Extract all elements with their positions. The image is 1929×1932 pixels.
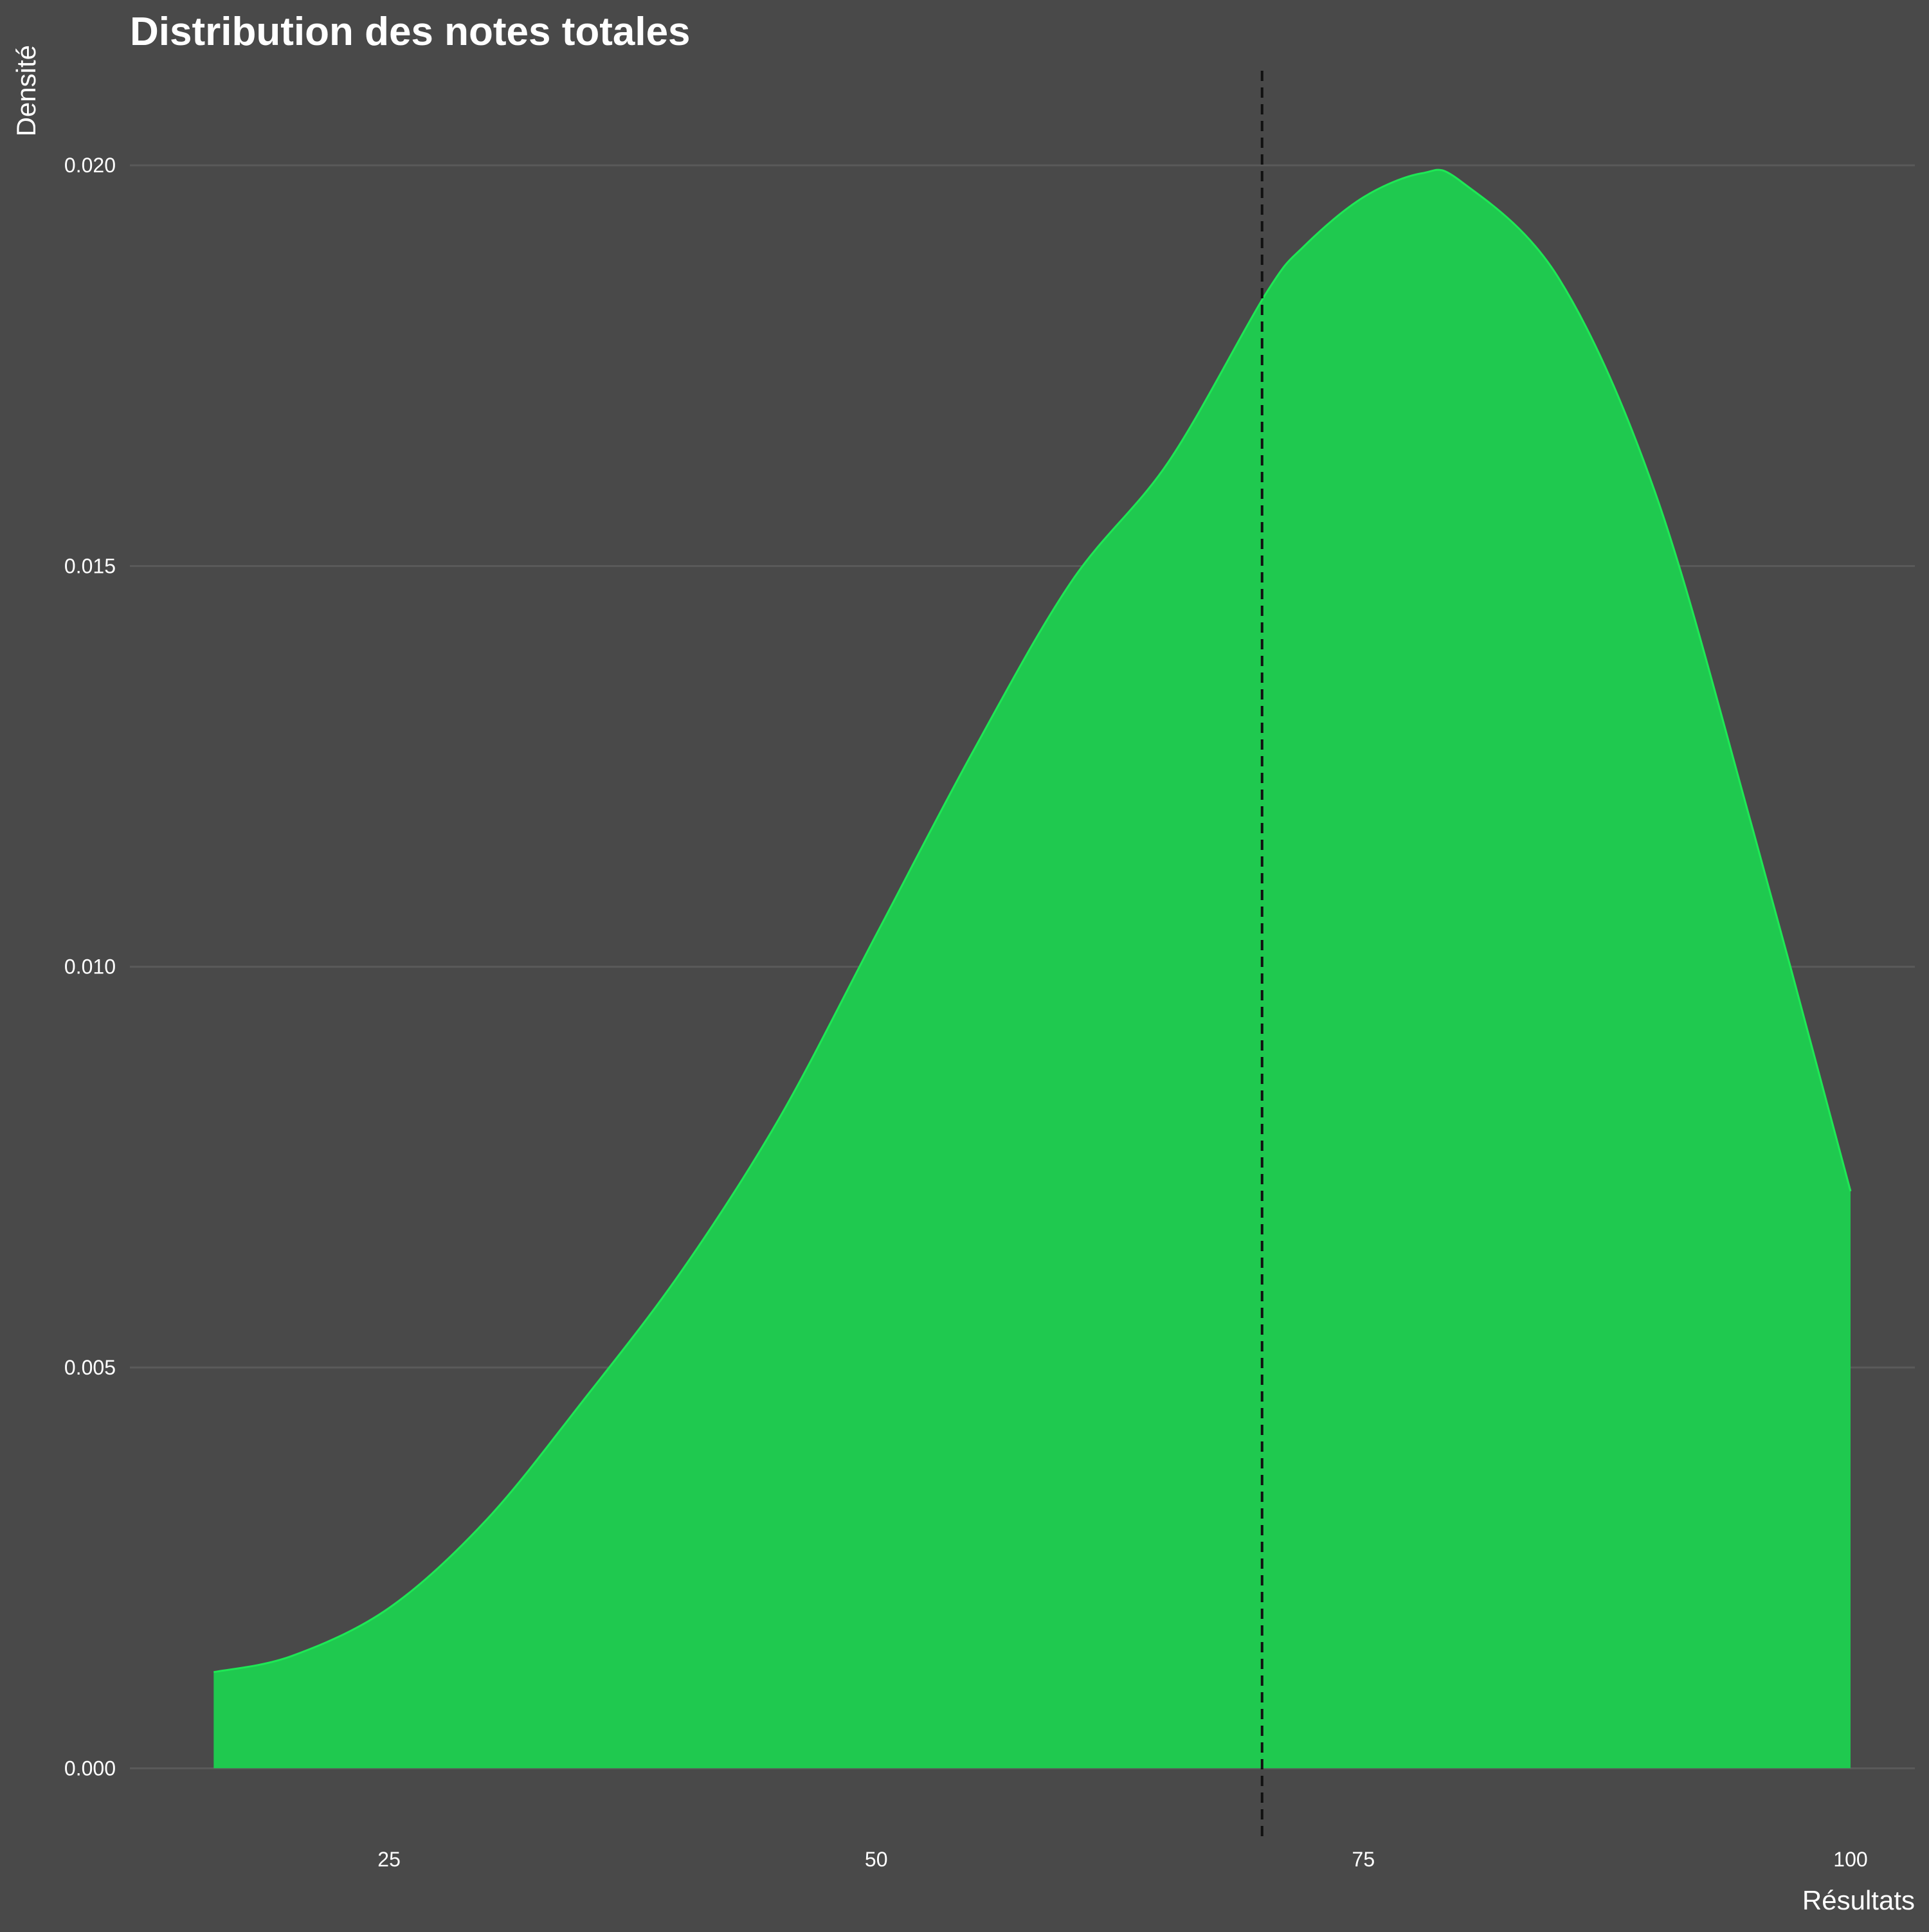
density-area bbox=[213, 170, 1851, 1769]
y-tick-label: 0.020 bbox=[64, 154, 116, 177]
y-axis-ticks: 0.000 0.005 0.010 0.015 0.020 bbox=[64, 154, 116, 1780]
area-layer bbox=[213, 168, 1852, 1769]
density-line bbox=[213, 168, 1852, 1674]
y-tick-label: 0.000 bbox=[64, 1756, 116, 1780]
y-axis-title: Densité bbox=[11, 45, 41, 136]
chart-title: Distribution des notes totales bbox=[130, 10, 691, 54]
y-tick-label: 0.015 bbox=[64, 554, 116, 577]
x-tick-label: 50 bbox=[865, 1848, 888, 1871]
y-tick-label: 0.010 bbox=[64, 955, 116, 979]
y-tick-label: 0.005 bbox=[64, 1356, 116, 1379]
x-axis-title: Résultats bbox=[1802, 1885, 1915, 1915]
x-axis-ticks: 25 50 75 100 bbox=[377, 1848, 1867, 1871]
x-tick-label: 75 bbox=[1352, 1848, 1375, 1871]
x-tick-label: 25 bbox=[377, 1848, 401, 1871]
x-tick-label: 100 bbox=[1833, 1848, 1867, 1871]
